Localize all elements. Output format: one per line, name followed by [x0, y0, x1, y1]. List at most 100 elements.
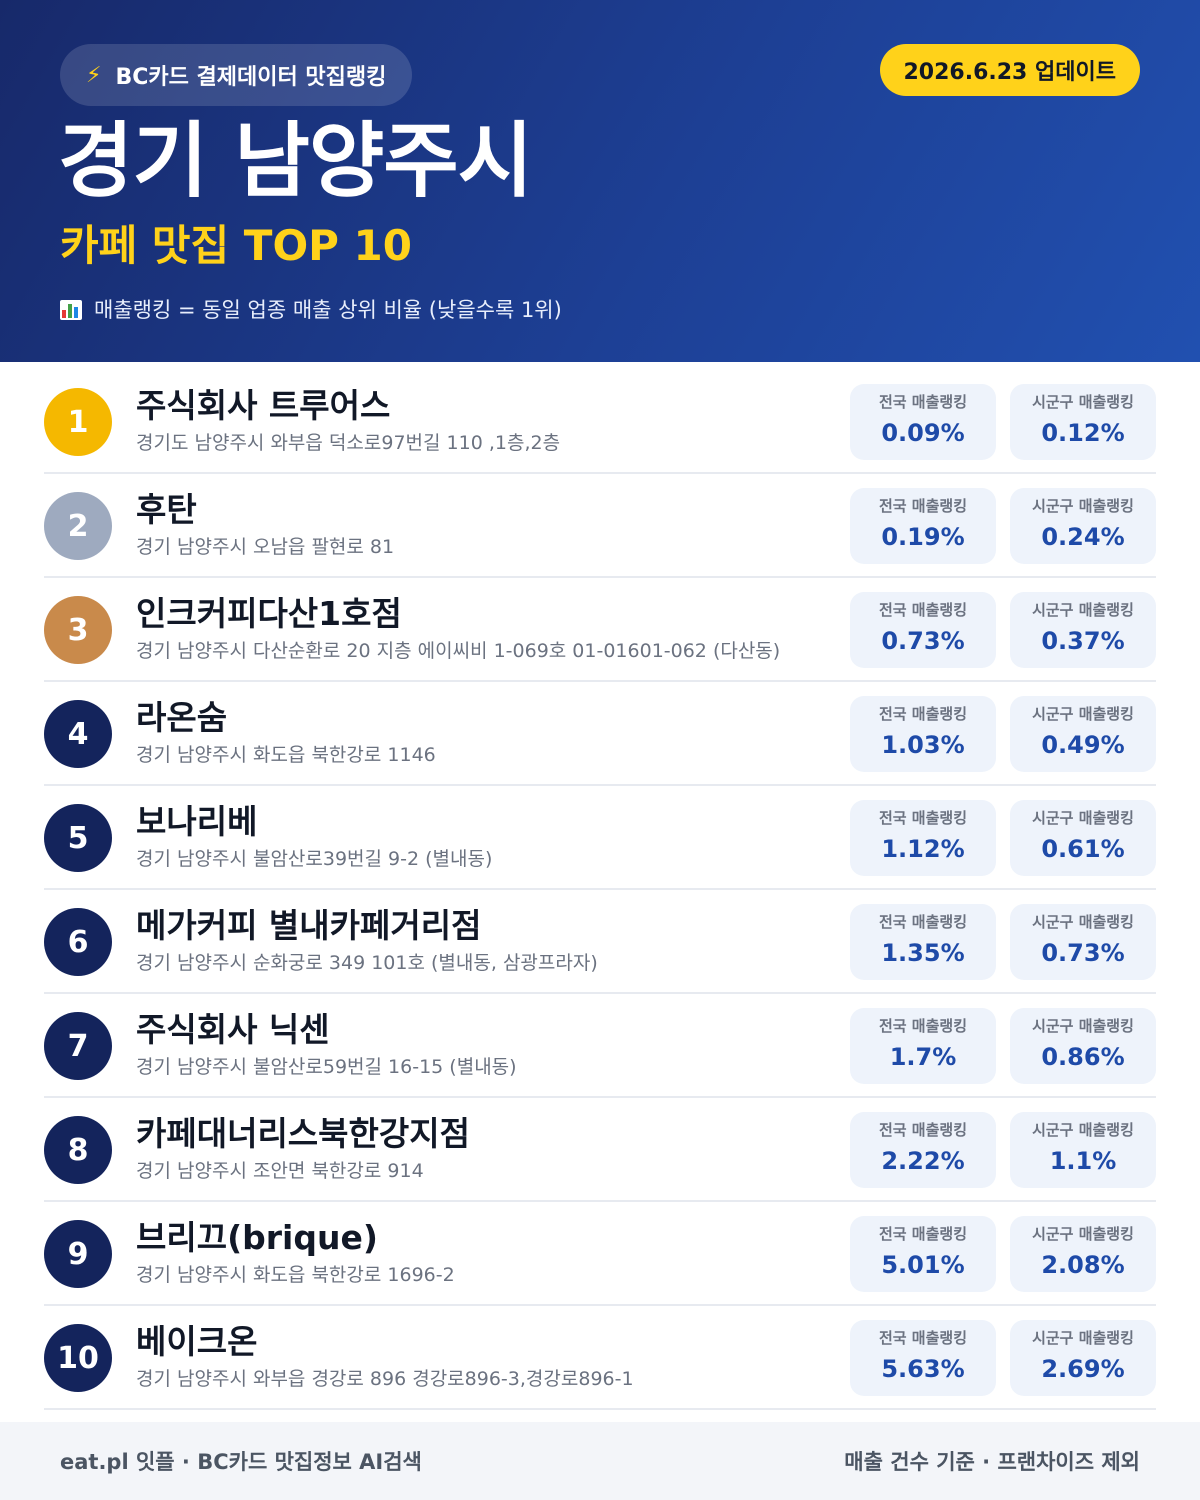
rank-badge: 7 — [44, 1012, 112, 1080]
store-address: 경기 남양주시 오남읍 팔현로 81 — [136, 536, 395, 558]
local-ranking-value: 2.69% — [1041, 1355, 1125, 1383]
store-name: 주식회사 트루어스 — [136, 386, 391, 425]
local-ranking-label: 시군구 매출랭킹 — [1032, 913, 1134, 931]
bar-chart-icon — [60, 300, 82, 320]
local-ranking-value: 0.12% — [1041, 419, 1125, 447]
store-name: 라온숨 — [136, 698, 228, 737]
source-pill: ⚡ BC카드 결제데이터 맛집랭킹 — [60, 44, 413, 106]
store-address: 경기 남양주시 화도읍 북한강로 1146 — [136, 744, 436, 766]
national-ranking-card: 전국 매출랭킹 5.63% — [850, 1320, 996, 1396]
local-ranking-card: 시군구 매출랭킹 0.73% — [1010, 904, 1156, 980]
national-ranking-value: 0.19% — [881, 523, 965, 551]
lightning-icon: ⚡ — [86, 62, 102, 88]
national-ranking-value: 5.01% — [881, 1251, 965, 1279]
page-title: 경기 남양주시 — [58, 114, 533, 209]
ranking-row[interactable]: 9 브리끄(brique) 경기 남양주시 화도읍 북한강로 1696-2 전국 매출… — [44, 1202, 1156, 1306]
source-pill-label: BC카드 결제데이터 맛집랭킹 — [115, 65, 387, 90]
rank-badge: 4 — [44, 700, 112, 768]
national-ranking-label: 전국 매출랭킹 — [878, 913, 968, 931]
footer-note: 매출 건수 기준 · 프랜차이즈 제외 — [844, 1450, 1140, 1474]
local-ranking-card: 시군구 매출랭킹 2.69% — [1010, 1320, 1156, 1396]
rank-badge: 5 — [44, 804, 112, 872]
store-name: 브리끄(brique) — [136, 1218, 378, 1257]
store-address: 경기 남양주시 불암산로39번길 9-2 (별내동) — [136, 848, 493, 870]
store-name: 보나리베 — [136, 802, 258, 841]
store-name: 인크커피다산1호점 — [136, 594, 402, 633]
store-address: 경기 남양주시 불암산로59번길 16-15 (별내동) — [136, 1056, 517, 1078]
local-ranking-label: 시군구 매출랭킹 — [1032, 809, 1134, 827]
store-address: 경기도 남양주시 와부읍 덕소로97번길 110 ,1층,2층 — [136, 432, 561, 454]
header: ⚡ BC카드 결제데이터 맛집랭킹 2026.6.23 업데이트 경기 남양주시… — [0, 0, 1200, 362]
local-ranking-value: 2.08% — [1041, 1251, 1125, 1279]
local-ranking-card: 시군구 매출랭킹 0.24% — [1010, 488, 1156, 564]
national-ranking-card: 전국 매출랭킹 1.7% — [850, 1008, 996, 1084]
national-ranking-value: 1.7% — [889, 1043, 957, 1071]
local-ranking-value: 0.37% — [1041, 627, 1125, 655]
local-ranking-label: 시군구 매출랭킹 — [1032, 601, 1134, 619]
national-ranking-label: 전국 매출랭킹 — [878, 705, 968, 723]
local-ranking-card: 시군구 매출랭킹 1.1% — [1010, 1112, 1156, 1188]
local-ranking-value: 0.61% — [1041, 835, 1125, 863]
local-ranking-label: 시군구 매출랭킹 — [1032, 705, 1134, 723]
ranking-row[interactable]: 10 베이크온 경기 남양주시 와부읍 경강로 896 경강로896-3,경강로89… — [44, 1306, 1156, 1410]
ranking-legend: 매출랭킹 = 동일 업종 매출 상위 비율 (낮을수록 1위) — [60, 294, 562, 326]
local-ranking-card: 시군구 매출랭킹 0.49% — [1010, 696, 1156, 772]
store-name: 베이크온 — [136, 1322, 258, 1361]
national-ranking-value: 1.03% — [881, 731, 965, 759]
local-ranking-card: 시군구 매출랭킹 0.12% — [1010, 384, 1156, 460]
national-ranking-label: 전국 매출랭킹 — [878, 497, 968, 515]
national-ranking-card: 전국 매출랭킹 0.73% — [850, 592, 996, 668]
national-ranking-label: 전국 매출랭킹 — [878, 1225, 968, 1243]
ranking-row[interactable]: 8 카페대너리스북한강지점 경기 남양주시 조안면 북한강로 914 전국 매출랭킹 2… — [44, 1098, 1156, 1202]
rank-badge: 6 — [44, 908, 112, 976]
store-name: 주식회사 닉센 — [136, 1010, 330, 1049]
national-ranking-card: 전국 매출랭킹 1.35% — [850, 904, 996, 980]
rank-badge: 8 — [44, 1116, 112, 1184]
national-ranking-card: 전국 매출랭킹 2.22% — [850, 1112, 996, 1188]
store-name: 후탄 — [136, 490, 197, 529]
update-date-badge: 2026.6.23 업데이트 — [879, 44, 1140, 96]
store-address: 경기 남양주시 다산순환로 20 지층 에이씨비 1-069호 01-01601… — [136, 640, 781, 662]
national-ranking-card: 전국 매출랭킹 0.19% — [850, 488, 996, 564]
national-ranking-value: 5.63% — [881, 1355, 965, 1383]
store-name: 메가커피 별내카페거리점 — [136, 906, 482, 945]
national-ranking-label: 전국 매출랭킹 — [878, 601, 968, 619]
rank-badge: 2 — [44, 492, 112, 560]
national-ranking-value: 1.35% — [881, 939, 965, 967]
store-address: 경기 남양주시 와부읍 경강로 896 경강로896-3,경강로896-1 — [136, 1368, 634, 1390]
rank-badge: 9 — [44, 1220, 112, 1288]
local-ranking-value: 0.24% — [1041, 523, 1125, 551]
national-ranking-label: 전국 매출랭킹 — [878, 809, 968, 827]
national-ranking-label: 전국 매출랭킹 — [878, 1329, 968, 1347]
store-address: 경기 남양주시 순화궁로 349 101호 (별내동, 삼광프라자) — [136, 952, 598, 974]
footer-source: eat.pl 잇플 · BC카드 맛집정보 AI검색 — [60, 1450, 422, 1474]
local-ranking-value: 0.73% — [1041, 939, 1125, 967]
local-ranking-label: 시군구 매출랭킹 — [1032, 1329, 1134, 1347]
national-ranking-value: 2.22% — [881, 1147, 965, 1175]
store-address: 경기 남양주시 화도읍 북한강로 1696-2 — [136, 1264, 455, 1286]
local-ranking-label: 시군구 매출랭킹 — [1032, 1225, 1134, 1243]
rank-badge: 3 — [44, 596, 112, 664]
local-ranking-label: 시군구 매출랭킹 — [1032, 497, 1134, 515]
local-ranking-label: 시군구 매출랭킹 — [1032, 1121, 1134, 1139]
national-ranking-label: 전국 매출랭킹 — [878, 1017, 968, 1035]
national-ranking-label: 전국 매출랭킹 — [878, 393, 968, 411]
national-ranking-card: 전국 매출랭킹 1.12% — [850, 800, 996, 876]
national-ranking-label: 전국 매출랭킹 — [878, 1121, 968, 1139]
local-ranking-card: 시군구 매출랭킹 0.37% — [1010, 592, 1156, 668]
local-ranking-value: 1.1% — [1049, 1147, 1117, 1175]
local-ranking-label: 시군구 매출랭킹 — [1032, 1017, 1134, 1035]
rank-badge: 1 — [44, 388, 112, 456]
national-ranking-card: 전국 매출랭킹 5.01% — [850, 1216, 996, 1292]
ranking-legend-text: 매출랭킹 = 동일 업종 매출 상위 비율 (낮을수록 1위) — [94, 298, 562, 322]
store-address: 경기 남양주시 조안면 북한강로 914 — [136, 1160, 424, 1182]
local-ranking-card: 시군구 매출랭킹 0.61% — [1010, 800, 1156, 876]
page-subtitle: 카페 맛집 TOP 10 — [60, 221, 413, 270]
